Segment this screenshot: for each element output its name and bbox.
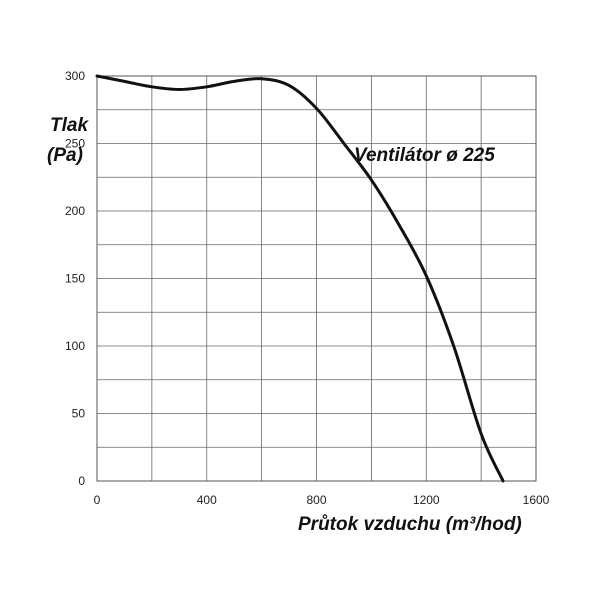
chart-annotation: Ventilátor ø 225 xyxy=(354,145,495,166)
tick-labels: 0 400 800 1200 1600 0 50 100 150 200 250 300 xyxy=(65,69,550,507)
plot-frame xyxy=(96,75,537,482)
x-tick-label: 800 xyxy=(306,493,326,507)
x-tick-label: 1600 xyxy=(523,493,550,507)
x-tick-label: 0 xyxy=(94,493,101,507)
y-tick-label: 100 xyxy=(65,339,85,353)
x-tick-label: 1200 xyxy=(413,493,440,507)
series-line xyxy=(95,74,505,483)
y-axis-label-line1: Tlak xyxy=(50,115,89,136)
y-tick-label: 300 xyxy=(65,69,85,83)
y-tick-label: 200 xyxy=(65,204,85,218)
y-tick-label: 150 xyxy=(65,272,85,286)
y-tick-label: 0 xyxy=(78,474,85,488)
y-tick-label: 250 xyxy=(65,137,85,151)
y-tick-label: 50 xyxy=(72,407,86,421)
x-axis-label: Průtok vzduchu (m³/hod) xyxy=(298,514,522,535)
x-tick-label: 400 xyxy=(197,493,217,507)
y-axis-label-line2: (Pa) xyxy=(47,145,83,166)
series-layer xyxy=(95,74,505,483)
grid xyxy=(96,75,537,482)
